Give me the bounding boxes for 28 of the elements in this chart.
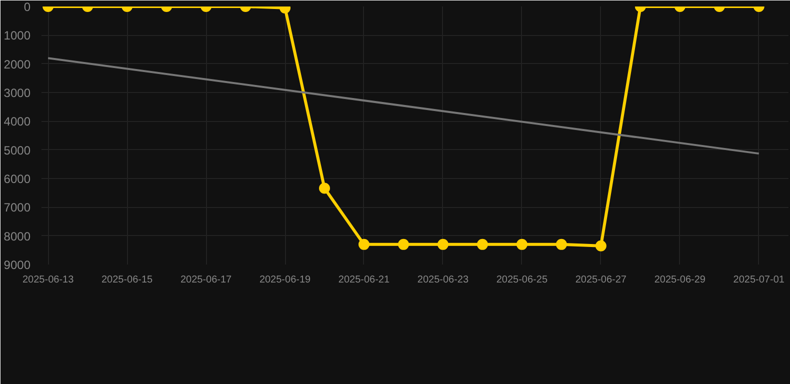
point bbox=[358, 238, 370, 250]
x-tick-label: 2025-06-15 bbox=[101, 274, 154, 286]
x-tick-label: 2025-06-29 bbox=[654, 274, 706, 286]
point bbox=[319, 182, 330, 194]
x-tick-label: 2025-07-01 bbox=[733, 274, 785, 286]
point bbox=[398, 238, 409, 250]
y-tick-label: 3000 bbox=[4, 86, 31, 100]
point bbox=[595, 240, 606, 252]
x-tick-label: 2025-06-13 bbox=[22, 274, 74, 286]
x-tick-label: 2025-06-23 bbox=[417, 274, 469, 286]
y-tick-label: 4000 bbox=[4, 114, 31, 129]
y-tick-label: 8000 bbox=[4, 229, 31, 244]
y-tick-label: 1000 bbox=[4, 28, 31, 43]
point bbox=[516, 238, 528, 250]
x-tick-label: 2025-06-27 bbox=[575, 274, 627, 286]
y-tick-label: 0 bbox=[24, 0, 31, 14]
y-tick-label: 2000 bbox=[4, 57, 31, 72]
y-tick-label: 7000 bbox=[4, 200, 31, 215]
x-tick-label: 2025-06-21 bbox=[338, 274, 390, 286]
point bbox=[476, 238, 488, 250]
y-tick-label: 9000 bbox=[4, 258, 31, 272]
y-tick-label: 5000 bbox=[4, 143, 31, 158]
point bbox=[556, 238, 567, 250]
x-tick-label: 2025-06-17 bbox=[180, 274, 232, 286]
x-tick-label: 2025-06-25 bbox=[496, 274, 548, 286]
x-tick-label: 2025-06-19 bbox=[259, 274, 312, 286]
y-tick-label: 6000 bbox=[4, 172, 31, 186]
point bbox=[437, 238, 448, 250]
